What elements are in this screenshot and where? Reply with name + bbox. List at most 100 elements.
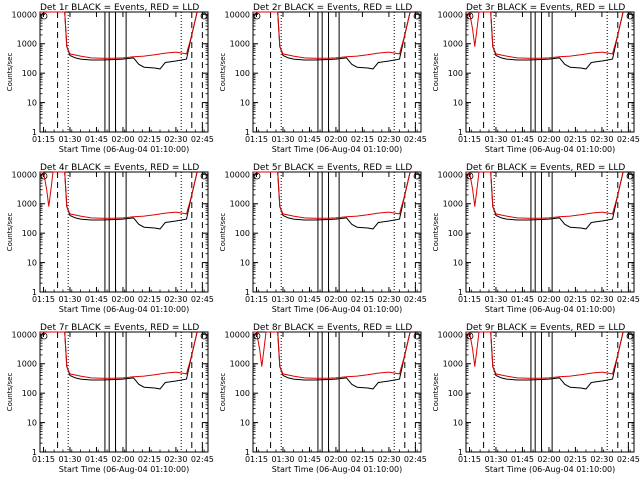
y-tick-label: 1 (245, 448, 250, 457)
y-tick-label: 10 (453, 99, 463, 108)
x-tick-label: 02:15 (564, 295, 587, 304)
x-tick-label: 02:00 (537, 455, 560, 464)
x-tick-label: 02:00 (324, 455, 347, 464)
y-tick-label: 10 (27, 419, 37, 428)
y-tick-label: 1 (458, 288, 463, 297)
x-tick-label: 02:30 (164, 295, 187, 304)
x-tick-label: 01:45 (511, 295, 534, 304)
y-tick-label: 1 (245, 288, 250, 297)
x-axis-label: Start Time (06-Aug-04 01:10:00) (59, 305, 190, 314)
y-tick-label: 100 (235, 389, 250, 398)
events-series-line (40, 11, 198, 70)
y-tick-label: 100 (22, 389, 37, 398)
lld-series-line (40, 171, 198, 219)
x-tick-label: 02:45 (617, 455, 640, 464)
y-tick-label: 1000 (17, 40, 37, 49)
y-tick-label: 100 (448, 69, 463, 78)
y-axis-label: Counts/sec (219, 373, 227, 412)
x-tick-label: 02:30 (590, 135, 613, 144)
x-tick-label: 02:30 (377, 295, 400, 304)
lld-series-line (40, 11, 198, 59)
corner-marker (626, 12, 634, 20)
x-tick-label: 01:30 (271, 135, 294, 144)
x-tick-label: 01:15 (32, 135, 55, 144)
y-tick-label: 10000 (438, 330, 463, 339)
y-tick-label: 10000 (12, 330, 37, 339)
x-axis-label: Start Time (06-Aug-04 01:10:00) (59, 145, 190, 154)
x-tick-label: 01:15 (32, 295, 55, 304)
x-tick-label: 02:00 (111, 135, 134, 144)
y-tick-label: 10 (240, 419, 250, 428)
plot-frame (39, 331, 209, 453)
x-tick-label: 01:30 (58, 135, 81, 144)
y-tick-label: 1 (32, 288, 37, 297)
x-tick-label: 01:30 (484, 295, 507, 304)
x-tick-label: 02:45 (404, 455, 427, 464)
y-tick-label: 1000 (230, 200, 250, 209)
x-tick-label: 02:30 (590, 295, 613, 304)
x-tick-label: 02:30 (164, 455, 187, 464)
corner-marker (40, 172, 48, 180)
x-tick-label: 02:15 (564, 455, 587, 464)
y-tick-label: 1000 (443, 40, 463, 49)
x-axis-label: Start Time (06-Aug-04 01:10:00) (272, 145, 403, 154)
plot-frame (39, 171, 209, 293)
x-tick-label: 02:00 (324, 135, 347, 144)
events-series-line (466, 171, 624, 230)
x-tick-label: 02:15 (564, 135, 587, 144)
y-tick-label: 100 (448, 229, 463, 238)
x-tick-label: 02:15 (351, 295, 374, 304)
events-series-line (40, 171, 198, 230)
corner-marker (200, 12, 208, 20)
y-axis-label: Counts/sec (432, 53, 440, 92)
lld-series-line (253, 11, 411, 59)
y-tick-label: 10000 (438, 10, 463, 19)
x-tick-label: 02:00 (324, 295, 347, 304)
events-series-line (40, 331, 198, 390)
x-tick-label: 02:00 (537, 135, 560, 144)
x-tick-label: 02:15 (138, 455, 161, 464)
x-tick-label: 02:15 (138, 135, 161, 144)
y-tick-label: 1000 (17, 200, 37, 209)
x-tick-label: 01:30 (484, 135, 507, 144)
y-tick-label: 1000 (443, 360, 463, 369)
plot-frame (252, 171, 422, 293)
corner-marker (200, 332, 208, 340)
panel-title: Det 6r BLACK = Events, RED = LLD (466, 163, 625, 173)
events-series-line (466, 11, 624, 70)
x-tick-label: 01:15 (458, 295, 481, 304)
y-axis-label: Counts/sec (219, 53, 227, 92)
panel-title: Det 5r BLACK = Events, RED = LLD (253, 163, 412, 173)
y-tick-label: 10 (240, 259, 250, 268)
x-axis-label: Start Time (06-Aug-04 01:10:00) (485, 305, 616, 314)
y-tick-label: 10000 (438, 170, 463, 179)
x-axis-label: Start Time (06-Aug-04 01:10:00) (272, 465, 403, 474)
x-tick-label: 02:00 (537, 295, 560, 304)
x-tick-label: 01:45 (85, 455, 108, 464)
x-tick-label: 02:45 (617, 295, 640, 304)
lld-series-line (253, 331, 411, 379)
detector-panel-2: Det 2r BLACK = Events, RED = LLD Counts/s… (219, 3, 427, 154)
y-tick-label: 1000 (17, 360, 37, 369)
y-tick-label: 1 (32, 128, 37, 137)
plot-frame (252, 11, 422, 133)
corner-marker (626, 172, 634, 180)
x-tick-label: 01:45 (511, 135, 534, 144)
x-tick-label: 02:45 (404, 135, 427, 144)
x-tick-label: 01:45 (511, 455, 534, 464)
y-tick-label: 10000 (225, 10, 250, 19)
detector-panel-8: Det 8r BLACK = Events, RED = LLD Counts/s… (219, 323, 427, 474)
corner-marker (253, 332, 261, 340)
corner-marker (466, 332, 474, 340)
y-tick-label: 1000 (443, 200, 463, 209)
x-tick-label: 01:45 (298, 295, 321, 304)
y-tick-label: 10000 (12, 170, 37, 179)
corner-marker (200, 172, 208, 180)
x-tick-label: 02:45 (191, 295, 214, 304)
y-tick-label: 1 (458, 448, 463, 457)
y-tick-label: 1000 (230, 40, 250, 49)
corner-marker (413, 172, 421, 180)
x-tick-label: 02:15 (351, 135, 374, 144)
lld-series-line (40, 331, 198, 379)
